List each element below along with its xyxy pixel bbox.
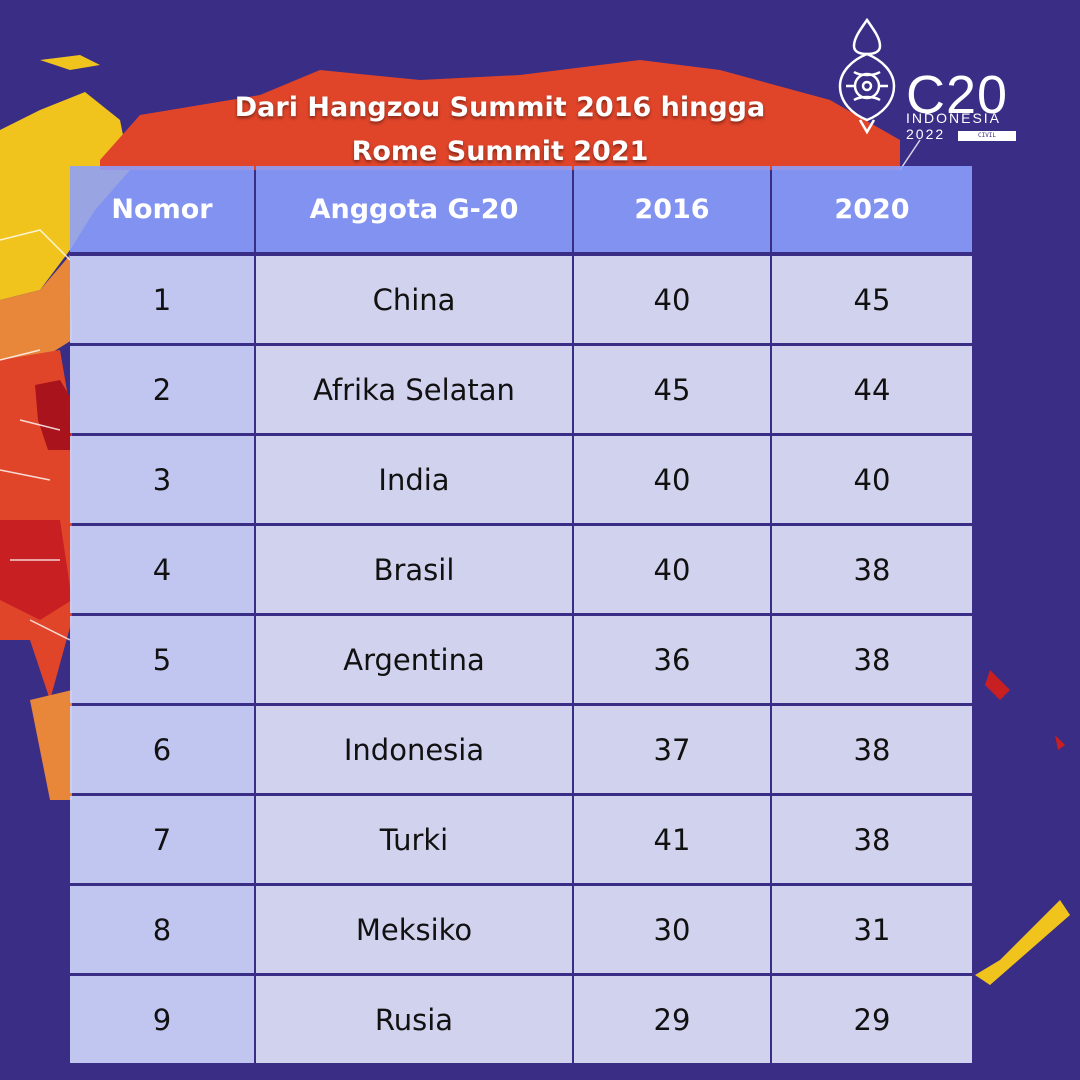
map-region-nz <box>975 900 1070 985</box>
table-cell: 6 <box>70 706 254 793</box>
table-cell: 40 <box>574 526 770 613</box>
map-borders <box>0 139 921 641</box>
table-header-cell: 2016 <box>574 166 770 252</box>
table-cell: 5 <box>70 616 254 703</box>
table-cell: 41 <box>574 796 770 883</box>
table-cell: Argentina <box>256 616 572 703</box>
table-cell: 29 <box>772 976 972 1063</box>
table-cell: 29 <box>574 976 770 1063</box>
table-cell: 38 <box>772 706 972 793</box>
batik-ornament-icon <box>838 17 896 135</box>
table-header-cell: Anggota G-20 <box>256 166 572 252</box>
table-cell: 45 <box>772 256 972 343</box>
map-region-islands-2 <box>1055 735 1065 750</box>
table-cell: Turki <box>256 796 572 883</box>
table-cell: 3 <box>70 436 254 523</box>
table-cell: Afrika Selatan <box>256 346 572 433</box>
map-region-darkred <box>35 380 72 450</box>
map-region-yellow-top <box>40 55 100 70</box>
map-region-orange <box>0 255 72 370</box>
table-cell: 30 <box>574 886 770 973</box>
table-cell: 45 <box>574 346 770 433</box>
table-header-cell: 2020 <box>772 166 972 252</box>
table-cell: Brasil <box>256 526 572 613</box>
table-cell: 31 <box>772 886 972 973</box>
map-region-orange-2 <box>30 690 72 800</box>
table-cell: 8 <box>70 886 254 973</box>
table-cell: 7 <box>70 796 254 883</box>
table-cell: 37 <box>574 706 770 793</box>
table-cell: Meksiko <box>256 886 572 973</box>
table-cell: Indonesia <box>256 706 572 793</box>
page-title: Dari Hangzou Summit 2016 hingga Rome Sum… <box>150 86 850 174</box>
table-cell: 38 <box>772 616 972 703</box>
logo-year-text: 2022 <box>906 126 946 142</box>
table-cell: 9 <box>70 976 254 1063</box>
table-cell: China <box>256 256 572 343</box>
logo-c20-text: C20 <box>906 65 1009 125</box>
table-cell: 1 <box>70 256 254 343</box>
map-region-yellow <box>0 92 130 300</box>
map-region-red <box>100 60 900 170</box>
table-cell: 2 <box>70 346 254 433</box>
c20-logo: C20 INDONESIA 2022 CIVIL <box>832 16 1022 142</box>
logo-tag-text: CIVIL <box>958 131 1016 141</box>
table-cell: 38 <box>772 526 972 613</box>
table-cell: Rusia <box>256 976 572 1063</box>
table-cell: 40 <box>574 256 770 343</box>
title-line-1: Dari Hangzou Summit 2016 hingga <box>234 92 766 123</box>
map-region-darkred-2 <box>0 520 72 620</box>
table-cell: 40 <box>772 436 972 523</box>
table-cell: 44 <box>772 346 972 433</box>
table-cell: 4 <box>70 526 254 613</box>
table-cell: 38 <box>772 796 972 883</box>
table-cell: 40 <box>574 436 770 523</box>
table-cell: 36 <box>574 616 770 703</box>
map-region-islands <box>985 670 1010 700</box>
table-header-cell: Nomor <box>70 166 254 252</box>
logo-country-text: INDONESIA <box>906 110 1002 126</box>
table-cell: India <box>256 436 572 523</box>
title-line-2: Rome Summit 2021 <box>351 136 649 167</box>
